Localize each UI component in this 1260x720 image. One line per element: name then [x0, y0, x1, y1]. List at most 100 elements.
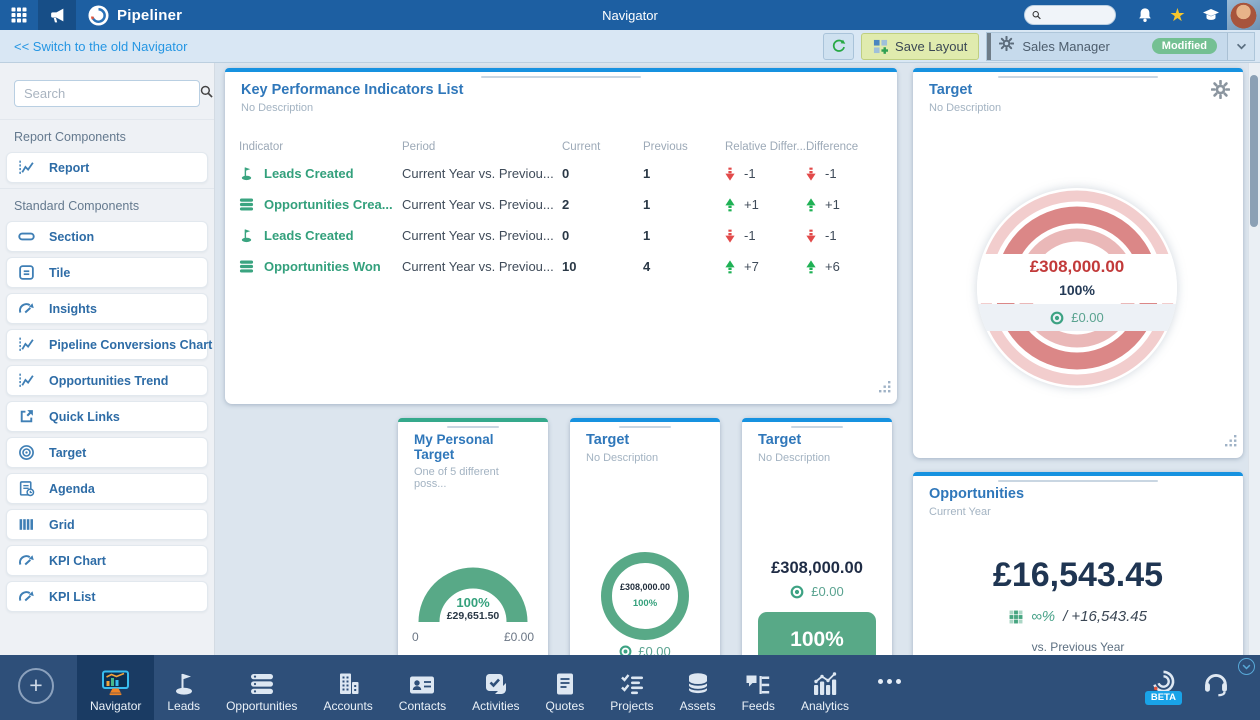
widget-resize-handle[interactable]: [1225, 434, 1237, 452]
sidebar-search[interactable]: [14, 80, 200, 107]
kpi-table-row[interactable]: Opportunities Won Current Year vs. Previ…: [239, 251, 883, 282]
save-layout-button[interactable]: Save Layout: [861, 33, 979, 60]
opportunities-stack-icon: [239, 259, 254, 274]
global-search-input[interactable]: [1046, 9, 1108, 21]
profile-dropdown-button[interactable]: [1227, 33, 1254, 60]
voyager-beta-button[interactable]: BETA: [1145, 669, 1182, 705]
widget-drag-handle[interactable]: [481, 76, 641, 78]
widget-drag-handle[interactable]: [998, 480, 1158, 482]
sidebar-item-quick-links[interactable]: Quick Links: [6, 401, 208, 432]
column-header[interactable]: Current: [562, 141, 643, 153]
widget-drag-handle[interactable]: [791, 426, 843, 428]
refresh-button[interactable]: [823, 33, 854, 60]
kpi-table-row[interactable]: Leads Created Current Year vs. Previou..…: [239, 220, 883, 251]
target-percent: 100%: [977, 282, 1177, 298]
sidebar-item-tile[interactable]: Tile: [6, 257, 208, 288]
save-layout-label: Save Layout: [895, 39, 967, 54]
gauge-percent: 100%: [570, 598, 720, 609]
scrollbar-thumb[interactable]: [1250, 75, 1258, 227]
arrow-up-icon: [725, 198, 735, 212]
widget-accent-bar: [742, 418, 892, 422]
add-record-button[interactable]: +: [18, 668, 54, 704]
column-header[interactable]: Previous: [643, 141, 725, 153]
document-icon: [553, 669, 577, 696]
sidebar-item-kpi-list[interactable]: KPI List: [6, 581, 208, 612]
sidebar-item-section[interactable]: Section: [6, 221, 208, 252]
sidebar-item-insights[interactable]: Insights: [6, 293, 208, 324]
nav-item-quotes[interactable]: Quotes: [533, 655, 598, 720]
column-header[interactable]: Indicator: [239, 141, 402, 153]
pill-icon: [18, 228, 36, 245]
sidebar-item-kpi-chart[interactable]: KPI Chart: [6, 545, 208, 576]
announcements-button[interactable]: [38, 0, 76, 30]
bottom-navigation: + Navigator Leads Opportunities Accounts…: [0, 655, 1260, 720]
sidebar-item-grid[interactable]: Grid: [6, 509, 208, 540]
nav-more-button[interactable]: [862, 655, 917, 720]
nav-item-analytics[interactable]: Analytics: [788, 655, 862, 720]
kpi-list-widget: Key Performance Indicators List No Descr…: [225, 68, 897, 404]
widget-resize-handle[interactable]: [879, 380, 891, 398]
widget-title: My Personal Target: [414, 432, 532, 462]
nav-item-leads[interactable]: Leads: [154, 655, 213, 720]
nav-item-projects[interactable]: Projects: [597, 655, 666, 720]
buildings-icon: [336, 669, 360, 696]
widget-title: Target: [586, 432, 704, 448]
nav-item-assets[interactable]: Assets: [667, 655, 729, 720]
components-sidebar: Report Components Report Standard Compon…: [0, 63, 215, 720]
line-chart-icon: [18, 159, 36, 176]
nav-item-opportunities[interactable]: Opportunities: [213, 655, 310, 720]
leads-flag-icon: [172, 669, 196, 696]
notifications-button[interactable]: [1128, 0, 1161, 30]
widget-settings-button[interactable]: [1211, 80, 1230, 104]
gauge-percent: 100%: [398, 595, 548, 610]
sidebar-item-opportunities-trend[interactable]: Opportunities Trend: [6, 365, 208, 396]
arrow-down-icon: [806, 167, 816, 181]
arrow-down-icon: [725, 167, 735, 181]
delta-percent: ∞%: [1031, 608, 1055, 625]
target-bullseye-gauge: £308,000.00 100% £0.00: [977, 188, 1177, 388]
widget-title: Target: [929, 82, 1227, 98]
pipeliner-brand[interactable]: Pipeliner: [88, 5, 182, 26]
kpi-table-row[interactable]: Leads Created Current Year vs. Previou..…: [239, 158, 883, 189]
external-link-icon: [18, 408, 36, 425]
widget-drag-handle[interactable]: [619, 426, 671, 428]
gears-icon: [999, 36, 1014, 56]
graduation-cap-icon: [1202, 8, 1220, 22]
favorites-button[interactable]: ★: [1161, 0, 1194, 30]
target-value-band: £308,000.00 100%: [977, 254, 1177, 303]
widget-accent-bar: [398, 418, 548, 422]
line-chart-icon: [18, 336, 36, 353]
target-amount: £308,000.00: [977, 257, 1177, 277]
widget-accent-bar: [570, 418, 720, 422]
user-avatar[interactable]: [1227, 0, 1260, 30]
nav-item-contacts[interactable]: Contacts: [386, 655, 459, 720]
kpi-table-row[interactable]: Opportunities Crea... Current Year vs. P…: [239, 189, 883, 220]
collapse-nav-button[interactable]: [1238, 658, 1255, 675]
target-secondary-band: £0.00: [742, 584, 892, 599]
checklist-icon: [620, 669, 644, 696]
delta-value: / +16,543.45: [1063, 608, 1147, 625]
widget-drag-handle[interactable]: [998, 76, 1158, 78]
sidebar-item-report[interactable]: Report: [6, 152, 208, 183]
opportunities-stack-icon: [250, 669, 274, 696]
sidebar-item-pipeline-conversions-chart[interactable]: Pipeline Conversions Chart: [6, 329, 208, 360]
learning-center-button[interactable]: [1194, 0, 1227, 30]
widget-drag-handle[interactable]: [447, 426, 499, 428]
support-headset-button[interactable]: [1202, 669, 1230, 702]
nav-item-activities[interactable]: Activities: [459, 655, 532, 720]
nav-item-accounts[interactable]: Accounts: [310, 655, 385, 720]
profile-selector[interactable]: Sales Manager Modified: [986, 32, 1255, 61]
widget-subtitle: No Description: [586, 452, 704, 464]
sidebar-item-target[interactable]: Target: [6, 437, 208, 468]
switch-old-navigator-link[interactable]: << Switch to the old Navigator: [14, 39, 187, 54]
nav-item-navigator[interactable]: Navigator: [77, 655, 154, 720]
nav-item-feeds[interactable]: Feeds: [729, 655, 788, 720]
app-launcher-button[interactable]: [0, 0, 38, 30]
global-search[interactable]: [1024, 5, 1116, 25]
column-header[interactable]: Difference: [806, 141, 883, 153]
sidebar-item-agenda[interactable]: Agenda: [6, 473, 208, 504]
agenda-clipboard-icon: [18, 480, 36, 497]
column-header[interactable]: Period: [402, 141, 562, 153]
column-header[interactable]: Relative Differ...: [725, 141, 806, 153]
sidebar-search-input[interactable]: [24, 86, 200, 101]
